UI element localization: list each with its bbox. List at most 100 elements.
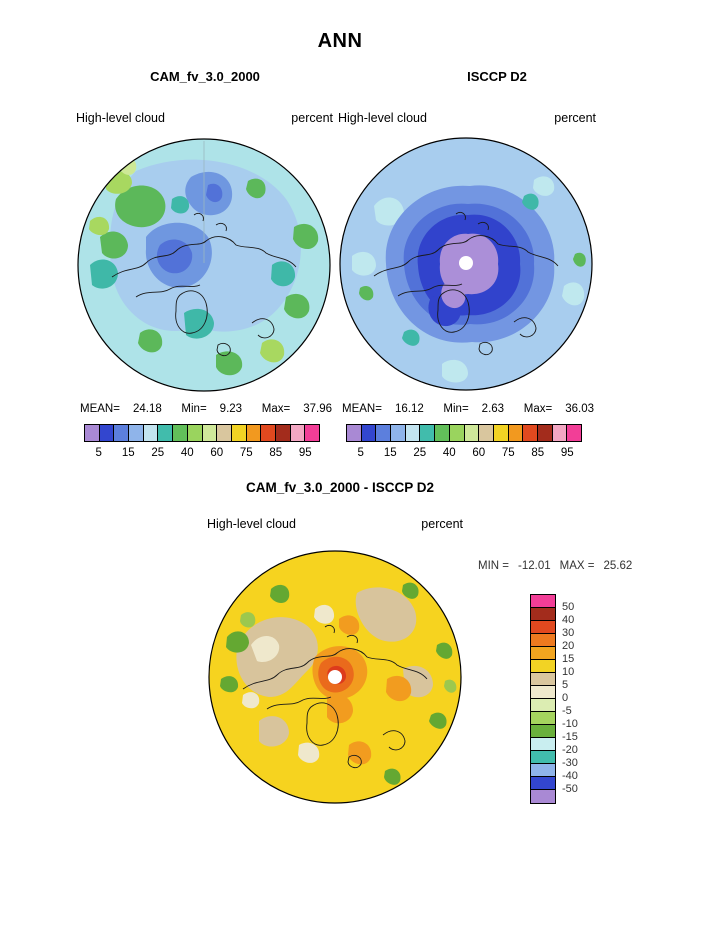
colorbar-tick-label: 85 xyxy=(269,447,283,459)
colorbar-swatch xyxy=(435,425,450,441)
colorbar-swatch xyxy=(531,699,555,712)
difference-minmax: MIN = -12.01 MAX = 25.62 xyxy=(478,560,632,572)
cloud-colorbar-left xyxy=(84,424,320,442)
variable-label: High-level cloud xyxy=(207,517,296,531)
colorbar-tick-label: 15 xyxy=(383,447,397,459)
difference-polar-map xyxy=(207,549,463,805)
max-label: Max= xyxy=(261,403,291,415)
colorbar-tick-label: 95 xyxy=(560,447,574,459)
colorbar-tick-label: 25 xyxy=(413,447,427,459)
right-panel-header: High-level cloud percent xyxy=(338,111,596,125)
colorbar-swatch xyxy=(531,764,555,777)
mean-value: 16.12 xyxy=(394,403,424,415)
colorbar-tick-label: 30 xyxy=(562,627,575,639)
colorbar-tick-label: 75 xyxy=(501,447,515,459)
right-panel-title: ISCCP D2 xyxy=(467,69,527,84)
colorbar-swatch xyxy=(531,725,555,738)
colorbar-tick-label: 60 xyxy=(210,447,224,459)
map-outline xyxy=(339,137,593,391)
colorbar-swatch xyxy=(202,425,218,441)
colorbar-tick-label: -20 xyxy=(562,744,578,756)
colorbar-swatch xyxy=(246,425,262,441)
colorbar-tick-label: -10 xyxy=(562,718,578,730)
colorbar-swatch xyxy=(129,425,144,441)
colorbar-swatch xyxy=(531,790,555,803)
mean-label: MEAN= xyxy=(80,403,120,415)
cloud-colorbar-right-ticks: 5 15 25 40 60 75 85 95 xyxy=(346,447,582,461)
colorbar-swatch xyxy=(420,425,436,441)
min-value: 9.23 xyxy=(219,403,243,415)
colorbar-swatch xyxy=(187,425,203,441)
colorbar-swatch xyxy=(143,425,159,441)
colorbar-swatch xyxy=(114,425,130,441)
colorbar-swatch xyxy=(531,777,555,790)
min-label: Min= xyxy=(443,403,469,415)
max-value: 36.03 xyxy=(565,403,594,415)
colorbar-swatch xyxy=(531,686,555,699)
colorbar-tick-label: 0 xyxy=(562,692,569,704)
mean-label: MEAN= xyxy=(342,403,382,415)
colorbar-swatch xyxy=(531,595,555,608)
colorbar-swatch xyxy=(405,425,421,441)
cloud-colorbar-left-ticks: 5 15 25 40 60 75 85 95 xyxy=(84,447,320,461)
colorbar-swatch xyxy=(261,425,276,441)
colorbar-swatch xyxy=(449,425,465,441)
colorbar-swatch xyxy=(531,751,555,764)
colorbar-swatch xyxy=(305,425,319,441)
variable-label: High-level cloud xyxy=(338,111,427,125)
max-label: MAX = xyxy=(559,560,595,572)
colorbar-swatch xyxy=(173,425,188,441)
colorbar-swatch xyxy=(464,425,480,441)
min-value: 2.63 xyxy=(481,403,505,415)
colorbar-tick-label: -15 xyxy=(562,731,578,743)
cloud-colorbar-right xyxy=(346,424,582,442)
colorbar-swatch xyxy=(523,425,538,441)
colorbar-swatch xyxy=(531,673,555,686)
left-panel-title: CAM_fv_3.0_2000 xyxy=(150,69,260,84)
colorbar-swatch xyxy=(531,738,555,751)
pole-hole-dot xyxy=(459,256,473,270)
colorbar-swatch xyxy=(493,425,509,441)
colorbar-swatch xyxy=(275,425,291,441)
colorbar-swatch xyxy=(531,660,555,673)
colorbar-swatch xyxy=(567,425,581,441)
colorbar-tick-label: 85 xyxy=(531,447,545,459)
max-label: Max= xyxy=(523,403,553,415)
isccp-polar-map xyxy=(338,136,594,392)
colorbar-tick-label: -30 xyxy=(562,757,578,769)
colorbar-swatch xyxy=(347,425,362,441)
cam-polar-map xyxy=(76,137,332,393)
season-title: ANN xyxy=(317,30,363,52)
cam-stats: MEAN= 24.18 Min= 9.23 Max= 37.96 xyxy=(80,403,332,415)
colorbar-swatch xyxy=(531,712,555,725)
difference-colorbar xyxy=(530,594,556,804)
colorbar-tick-label: 20 xyxy=(562,640,575,652)
units-label: percent xyxy=(554,111,596,125)
colorbar-swatch xyxy=(508,425,524,441)
colorbar-swatch xyxy=(231,425,247,441)
colorbar-tick-label: 15 xyxy=(562,653,575,665)
map-outline xyxy=(77,138,331,392)
colorbar-swatch xyxy=(99,425,115,441)
colorbar-tick-label: 50 xyxy=(562,601,575,613)
colorbar-swatch xyxy=(531,608,555,621)
difference-title: CAM_fv_3.0_2000 - ISCCP D2 xyxy=(245,480,435,495)
colorbar-swatch xyxy=(290,425,306,441)
colorbar-tick-label: 60 xyxy=(472,447,486,459)
variable-label: High-level cloud xyxy=(76,111,165,125)
map-outline xyxy=(208,550,462,804)
colorbar-tick-label: -5 xyxy=(562,705,572,717)
isccp-stats: MEAN= 16.12 Min= 2.63 Max= 36.03 xyxy=(342,403,594,415)
min-value: -12.01 xyxy=(518,560,551,572)
colorbar-swatch xyxy=(537,425,553,441)
min-label: MIN = xyxy=(478,560,509,572)
units-label: percent xyxy=(291,111,333,125)
colorbar-tick-label: 5 xyxy=(562,679,569,691)
colorbar-swatch xyxy=(479,425,494,441)
mean-value: 24.18 xyxy=(132,403,162,415)
pole-hole-dot xyxy=(328,670,342,684)
colorbar-swatch xyxy=(158,425,174,441)
colorbar-tick-label: 40 xyxy=(180,447,194,459)
colorbar-swatch xyxy=(531,621,555,634)
